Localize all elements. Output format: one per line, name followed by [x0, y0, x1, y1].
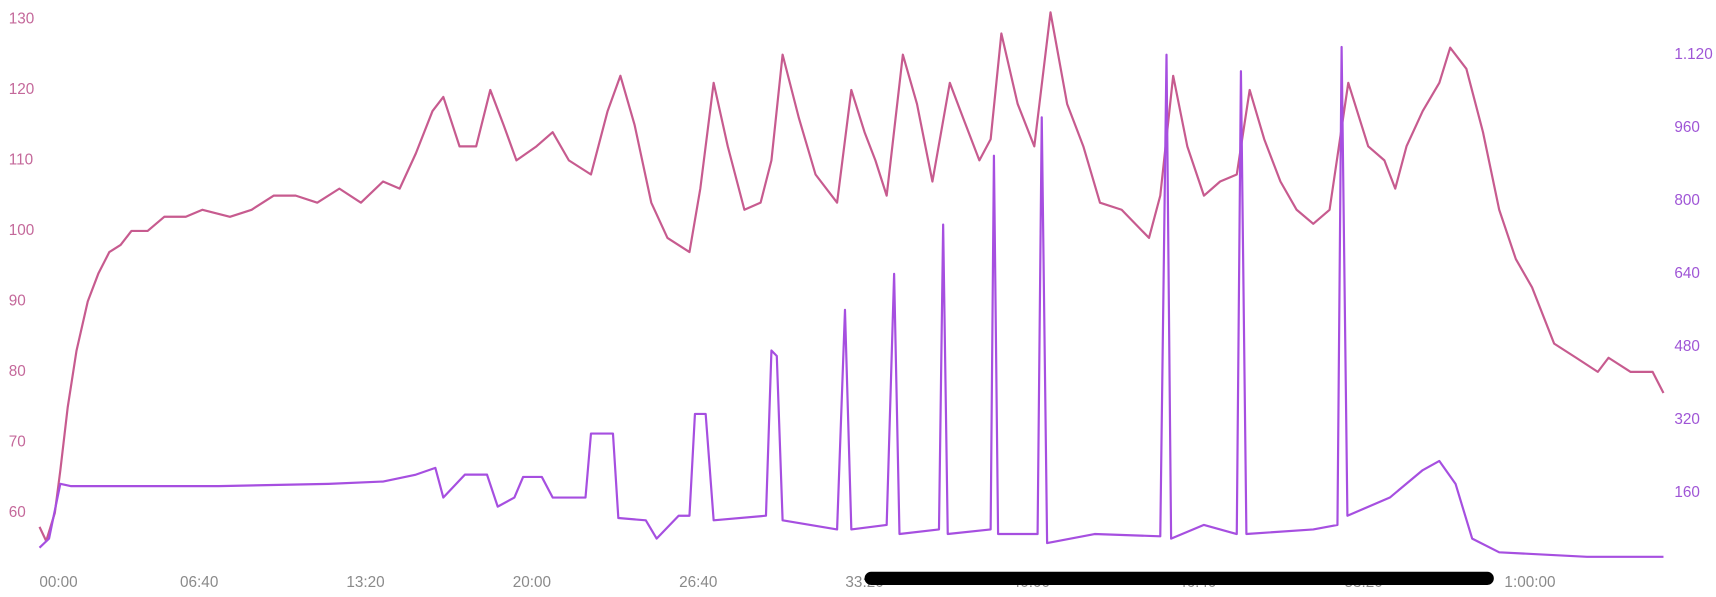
y2-tick-label: 960: [1674, 119, 1700, 136]
y-tick-label: 100: [9, 222, 35, 239]
y2-tick-label: 640: [1674, 265, 1700, 282]
y-tick-label: 130: [9, 10, 35, 27]
x-tick-label: 00:00: [39, 574, 77, 591]
line-series: [38, 45, 1664, 558]
line-series: [38, 11, 1665, 543]
x-tick-label: 20:00: [513, 574, 551, 591]
x-tick-label: 06:40: [180, 574, 218, 591]
y-tick-label: 80: [9, 363, 26, 380]
y2-tick-label: 1.120: [1674, 46, 1712, 63]
scroll-indicator: [864, 571, 1494, 585]
x-tick-label: 1:00:00: [1504, 574, 1555, 591]
y2-tick-label: 160: [1674, 484, 1700, 501]
y2-tick-label: 320: [1674, 411, 1700, 428]
x-tick-label: 26:40: [679, 574, 717, 591]
y-tick-label: 110: [9, 151, 33, 168]
y-tick-label: 90: [9, 292, 26, 309]
x-tick-label: 13:20: [346, 574, 384, 591]
y-tick-label: 70: [9, 433, 26, 450]
plot-area: 60 70 80 90 100 110 120 130 160 320 480 640 800 960 1.…: [9, 10, 1713, 590]
y-tick-label: 60: [9, 504, 26, 521]
y2-tick-label: 480: [1674, 338, 1700, 355]
y-tick-label: 120: [9, 81, 35, 98]
y2-tick-label: 800: [1674, 192, 1700, 209]
